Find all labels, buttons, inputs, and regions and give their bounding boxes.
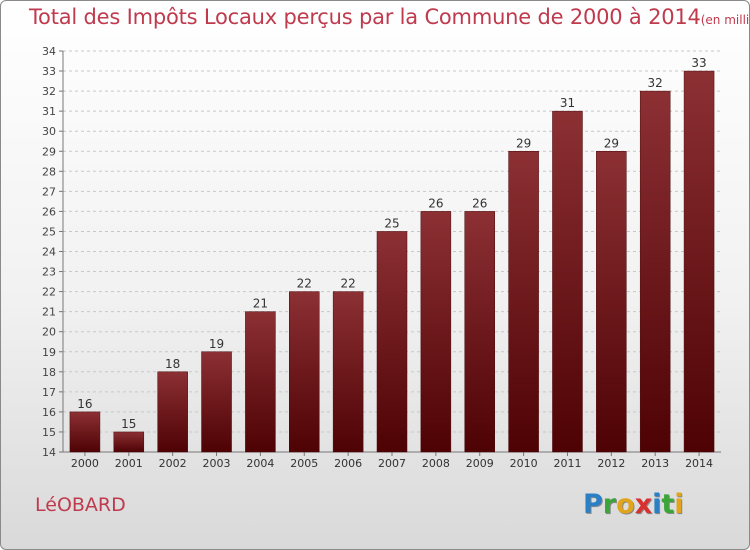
bar-2003: [201, 351, 232, 453]
data-label: 32: [648, 76, 663, 90]
bar-2004: [245, 311, 276, 453]
x-tick-label: 2005: [290, 457, 318, 470]
y-tick-label: 26: [42, 205, 56, 218]
logo-letter: o: [616, 489, 635, 520]
data-label: 33: [691, 56, 706, 70]
data-label: 18: [165, 357, 180, 371]
y-tick-label: 29: [42, 145, 56, 158]
data-label: 15: [121, 417, 136, 431]
x-tick-label: 2014: [685, 457, 713, 470]
bar-2009: [464, 211, 495, 453]
bar-2008: [420, 211, 452, 453]
bar-2005: [289, 291, 320, 453]
logo-letter: r: [602, 489, 617, 520]
x-tick-label: 2006: [334, 457, 362, 470]
y-tick-label: 28: [42, 165, 56, 178]
data-label: 26: [428, 196, 443, 210]
logo-letter: i: [674, 489, 684, 520]
x-tick-label: 2009: [466, 457, 494, 470]
y-tick-label: 17: [42, 386, 56, 399]
commune-name: LéOBARD: [35, 494, 126, 516]
bar-2006: [332, 291, 364, 453]
data-label: 21: [253, 297, 268, 311]
logo-letter: i: [652, 489, 662, 520]
y-tick-label: 20: [42, 326, 56, 339]
chart-title: Total des Impôts Locaux perçus par la Co…: [29, 5, 750, 29]
data-label: 19: [209, 337, 224, 351]
data-label: 22: [297, 277, 312, 291]
y-tick-label: 21: [42, 306, 56, 319]
y-tick-label: 14: [42, 446, 56, 459]
x-tick-label: 2011: [553, 457, 581, 470]
y-tick-label: 15: [42, 426, 56, 439]
data-label: 29: [516, 136, 531, 150]
x-tick-label: 2010: [510, 457, 538, 470]
x-tick-label: 2000: [71, 457, 99, 470]
bar-2013: [639, 90, 671, 453]
logo-letter: P: [583, 489, 603, 520]
y-tick-label: 22: [42, 286, 56, 299]
y-tick-label: 24: [42, 246, 56, 259]
x-tick-label: 2004: [246, 457, 274, 470]
data-label: 26: [472, 196, 487, 210]
bar-2002: [157, 371, 188, 453]
bar-2014: [683, 70, 715, 453]
bar-2000: [69, 411, 101, 453]
y-tick-label: 19: [42, 346, 56, 359]
y-tick-label: 16: [42, 406, 56, 419]
logo-letter: x: [634, 489, 653, 520]
y-tick-label: 31: [42, 105, 56, 118]
data-label: 31: [560, 96, 575, 110]
bar-2010: [508, 151, 539, 453]
y-tick-label: 34: [42, 45, 56, 58]
x-tick-label: 2013: [641, 457, 669, 470]
proxiti-logo: Proxiti: [583, 489, 684, 520]
y-tick-label: 30: [42, 125, 56, 138]
y-tick-label: 27: [42, 185, 56, 198]
y-tick-label: 23: [42, 266, 56, 279]
data-label: 29: [604, 136, 619, 150]
x-tick-label: 2002: [159, 457, 187, 470]
x-tick-label: 2007: [378, 457, 406, 470]
data-label: 16: [77, 397, 92, 411]
x-tick-label: 2008: [422, 457, 450, 470]
y-tick-label: 18: [42, 366, 56, 379]
logo-letter: t: [661, 489, 675, 520]
y-tick-label: 33: [42, 65, 56, 78]
x-tick-label: 2003: [203, 457, 231, 470]
data-label: 22: [340, 277, 355, 291]
bar-2011: [552, 110, 583, 453]
bar-2001: [113, 431, 145, 453]
y-tick-label: 25: [42, 225, 56, 238]
x-tick-label: 2001: [115, 457, 143, 470]
chart-subtitle: (en milliers d'€): [700, 13, 750, 27]
x-tick-label: 2012: [597, 457, 625, 470]
y-tick-label: 32: [42, 85, 56, 98]
bar-2007: [376, 231, 408, 453]
data-label: 25: [384, 216, 399, 230]
bar-2012: [596, 151, 627, 453]
